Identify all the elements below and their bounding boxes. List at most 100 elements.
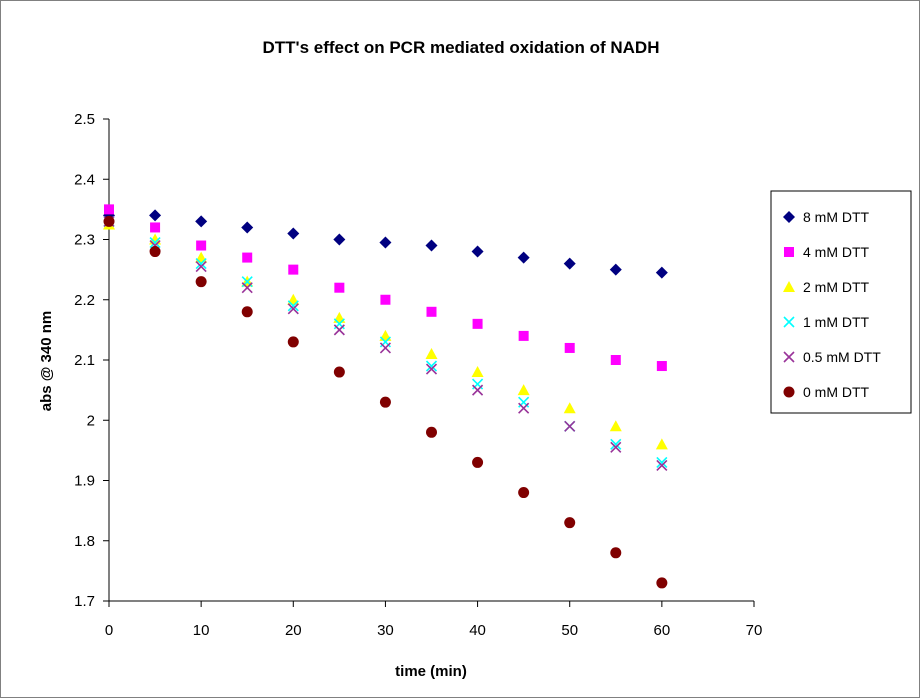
data-point — [241, 282, 253, 294]
legend-item: 0.5 mM DTT — [783, 349, 881, 365]
data-point — [150, 222, 161, 233]
data-point — [379, 329, 392, 341]
data-point — [195, 258, 207, 270]
data-point — [379, 236, 392, 249]
series-5 — [103, 215, 668, 589]
y-tick-label: 2.1 — [74, 352, 95, 369]
data-point — [149, 236, 161, 249]
data-point — [241, 221, 254, 234]
legend-item: 0 mM DTT — [783, 384, 870, 400]
data-point — [518, 487, 530, 499]
data-point — [287, 300, 299, 312]
series-4 — [103, 215, 668, 472]
data-point — [563, 257, 576, 270]
legend-item: 1 mM DTT — [783, 314, 870, 330]
legend-marker — [783, 386, 795, 398]
data-point — [333, 233, 346, 246]
series-1 — [104, 204, 667, 372]
data-point — [334, 282, 345, 293]
chart-title: DTT's effect on PCR mediated oxidation o… — [263, 38, 660, 57]
data-point — [288, 264, 299, 275]
legend-item: 2 mM DTT — [783, 279, 870, 295]
data-point — [425, 239, 438, 252]
legend-marker — [783, 316, 795, 328]
data-point — [195, 251, 208, 263]
legend-marker — [783, 281, 795, 292]
data-point — [195, 215, 208, 228]
series-3 — [103, 215, 668, 468]
x-tick-label: 70 — [746, 622, 763, 639]
data-point — [287, 227, 300, 240]
data-point — [287, 336, 299, 348]
data-point — [196, 240, 207, 251]
data-point — [195, 276, 207, 288]
data-point — [472, 318, 483, 329]
data-point — [471, 366, 484, 378]
x-tick-label: 0 — [105, 622, 113, 639]
x-tick-label: 30 — [377, 622, 394, 639]
data-point — [242, 252, 253, 263]
data-point — [655, 438, 668, 450]
data-point — [656, 577, 668, 589]
series-0 — [103, 209, 668, 279]
y-tick-label: 2.2 — [74, 292, 95, 309]
y-tick-label: 2.5 — [74, 111, 95, 128]
data-point — [610, 441, 622, 453]
data-point — [518, 402, 530, 414]
data-point — [564, 420, 576, 432]
y-axis-title: abs @ 340 nm — [38, 311, 55, 412]
data-point — [610, 438, 622, 450]
data-point — [517, 384, 530, 396]
series-2 — [103, 218, 668, 450]
data-point — [564, 517, 576, 529]
y-tick-label: 2 — [87, 412, 95, 429]
data-point — [287, 303, 299, 315]
legend-label: 2 mM DTT — [803, 279, 870, 295]
legend-label: 1 mM DTT — [803, 314, 870, 330]
data-point — [471, 245, 484, 258]
data-point — [333, 311, 346, 323]
legend: 8 mM DTT 4 mM DTT 2 mM DTT 1 mM DTT 0.5 mM D… — [770, 190, 912, 414]
data-point — [333, 366, 345, 378]
data-point — [517, 251, 530, 264]
legend-box — [770, 190, 912, 414]
data-point — [655, 266, 668, 279]
data-point — [610, 355, 621, 365]
data-point — [425, 363, 438, 375]
y-tick-label: 1.7 — [74, 593, 95, 610]
data-point — [609, 420, 622, 432]
legend-label: 0.5 mM DTT — [803, 349, 881, 365]
y-tick-label: 1.8 — [74, 533, 95, 550]
data-point — [563, 402, 576, 414]
data-point — [656, 459, 668, 472]
legend-marker — [783, 351, 795, 363]
data-point — [241, 306, 253, 318]
legend-label: 8 mM DTT — [803, 209, 870, 225]
data-point — [426, 306, 437, 317]
legend-item: 4 mM DTT — [784, 244, 870, 260]
data-point — [425, 347, 438, 359]
x-tick-label: 40 — [469, 622, 486, 639]
data-point — [380, 294, 391, 305]
x-tick-label: 60 — [654, 622, 671, 639]
legend-label: 0 mM DTT — [803, 384, 870, 400]
legend-marker — [783, 211, 795, 223]
x-tick-label: 50 — [561, 622, 578, 639]
data-point — [287, 293, 300, 305]
data-point — [518, 330, 529, 341]
legend-item: 8 mM DTT — [783, 209, 870, 225]
y-tick-label: 2.3 — [74, 232, 95, 249]
data-point — [656, 361, 667, 372]
legend-label: 4 mM DTT — [803, 244, 870, 260]
data-point — [103, 215, 115, 227]
y-tick-label: 1.9 — [74, 473, 95, 490]
data-point — [149, 246, 161, 258]
legend-marker — [784, 247, 794, 257]
data-point — [609, 263, 622, 276]
data-point — [610, 547, 622, 559]
data-point — [425, 360, 438, 372]
data-point — [104, 204, 114, 215]
data-point — [564, 342, 575, 353]
